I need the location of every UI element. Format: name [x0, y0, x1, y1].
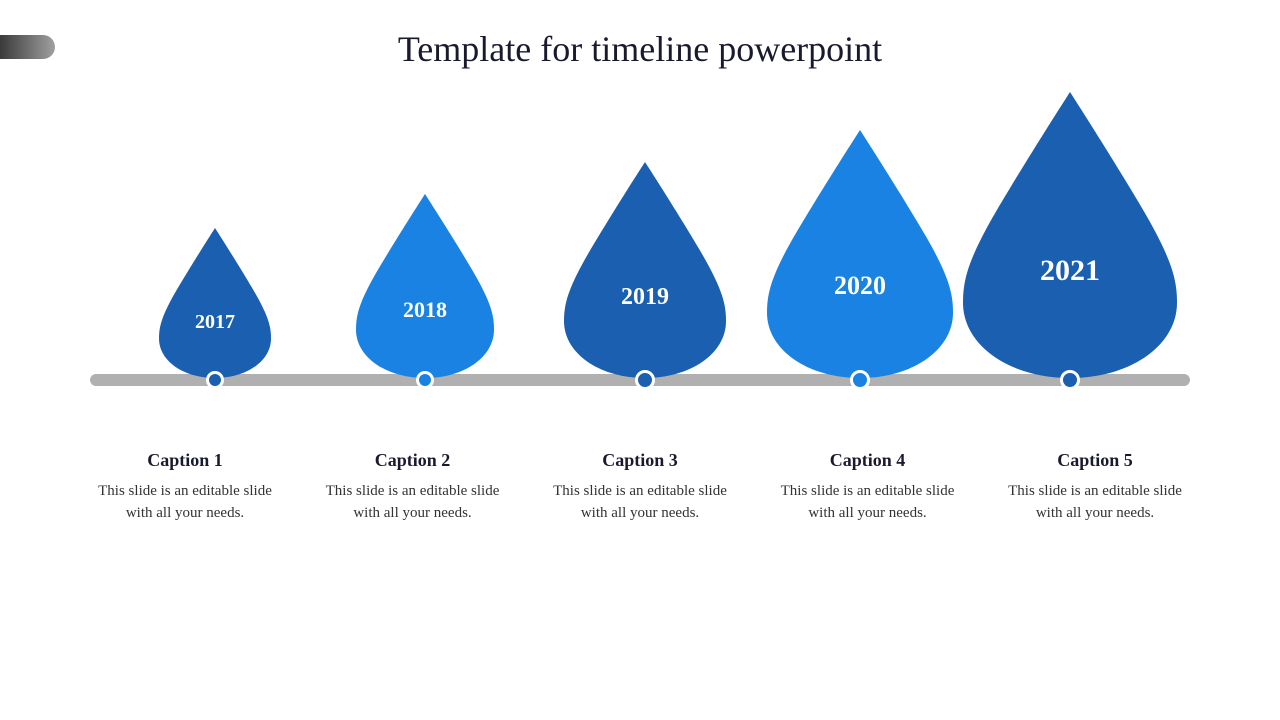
drop-icon [564, 162, 726, 378]
caption-desc: This slide is an editable slide with all… [90, 481, 280, 525]
caption-col: Caption 2 This slide is an editable slid… [318, 450, 508, 525]
page-title: Template for timeline powerpoint [0, 28, 1280, 70]
drop-icon [159, 228, 271, 378]
year-label: 2019 [621, 284, 669, 311]
timeline-node-dot [1060, 370, 1080, 390]
caption-title: Caption 2 [318, 450, 508, 471]
year-label: 2018 [403, 297, 447, 323]
caption-col: Caption 1 This slide is an editable slid… [90, 450, 280, 525]
timeline-drop: 2020 [767, 130, 953, 378]
timeline-node-dot [850, 370, 870, 390]
caption-col: Caption 3 This slide is an editable slid… [545, 450, 735, 525]
caption-desc: This slide is an editable slide with all… [773, 481, 963, 525]
timeline-node-dot [206, 371, 224, 389]
timeline-drop: 2021 [963, 92, 1177, 378]
year-label: 2021 [1040, 254, 1100, 288]
drop-icon [963, 92, 1177, 378]
timeline-node-dot [635, 370, 655, 390]
year-label: 2020 [834, 271, 886, 301]
caption-col: Caption 5 This slide is an editable slid… [1000, 450, 1190, 525]
timeline-node-dot [416, 371, 434, 389]
timeline-drop: 2019 [564, 162, 726, 378]
caption-col: Caption 4 This slide is an editable slid… [773, 450, 963, 525]
caption-title: Caption 1 [90, 450, 280, 471]
timeline-drop: 2018 [356, 194, 494, 378]
caption-title: Caption 4 [773, 450, 963, 471]
caption-desc: This slide is an editable slide with all… [545, 481, 735, 525]
timeline-drop: 2017 [159, 228, 271, 378]
caption-title: Caption 3 [545, 450, 735, 471]
timeline-area: 2017 2018 2019 2020 2021 [90, 110, 1190, 420]
caption-title: Caption 5 [1000, 450, 1190, 471]
caption-desc: This slide is an editable slide with all… [318, 481, 508, 525]
captions-row: Caption 1 This slide is an editable slid… [90, 450, 1190, 525]
drop-icon [356, 194, 494, 378]
caption-desc: This slide is an editable slide with all… [1000, 481, 1190, 525]
year-label: 2017 [195, 311, 235, 334]
drop-icon [767, 130, 953, 378]
